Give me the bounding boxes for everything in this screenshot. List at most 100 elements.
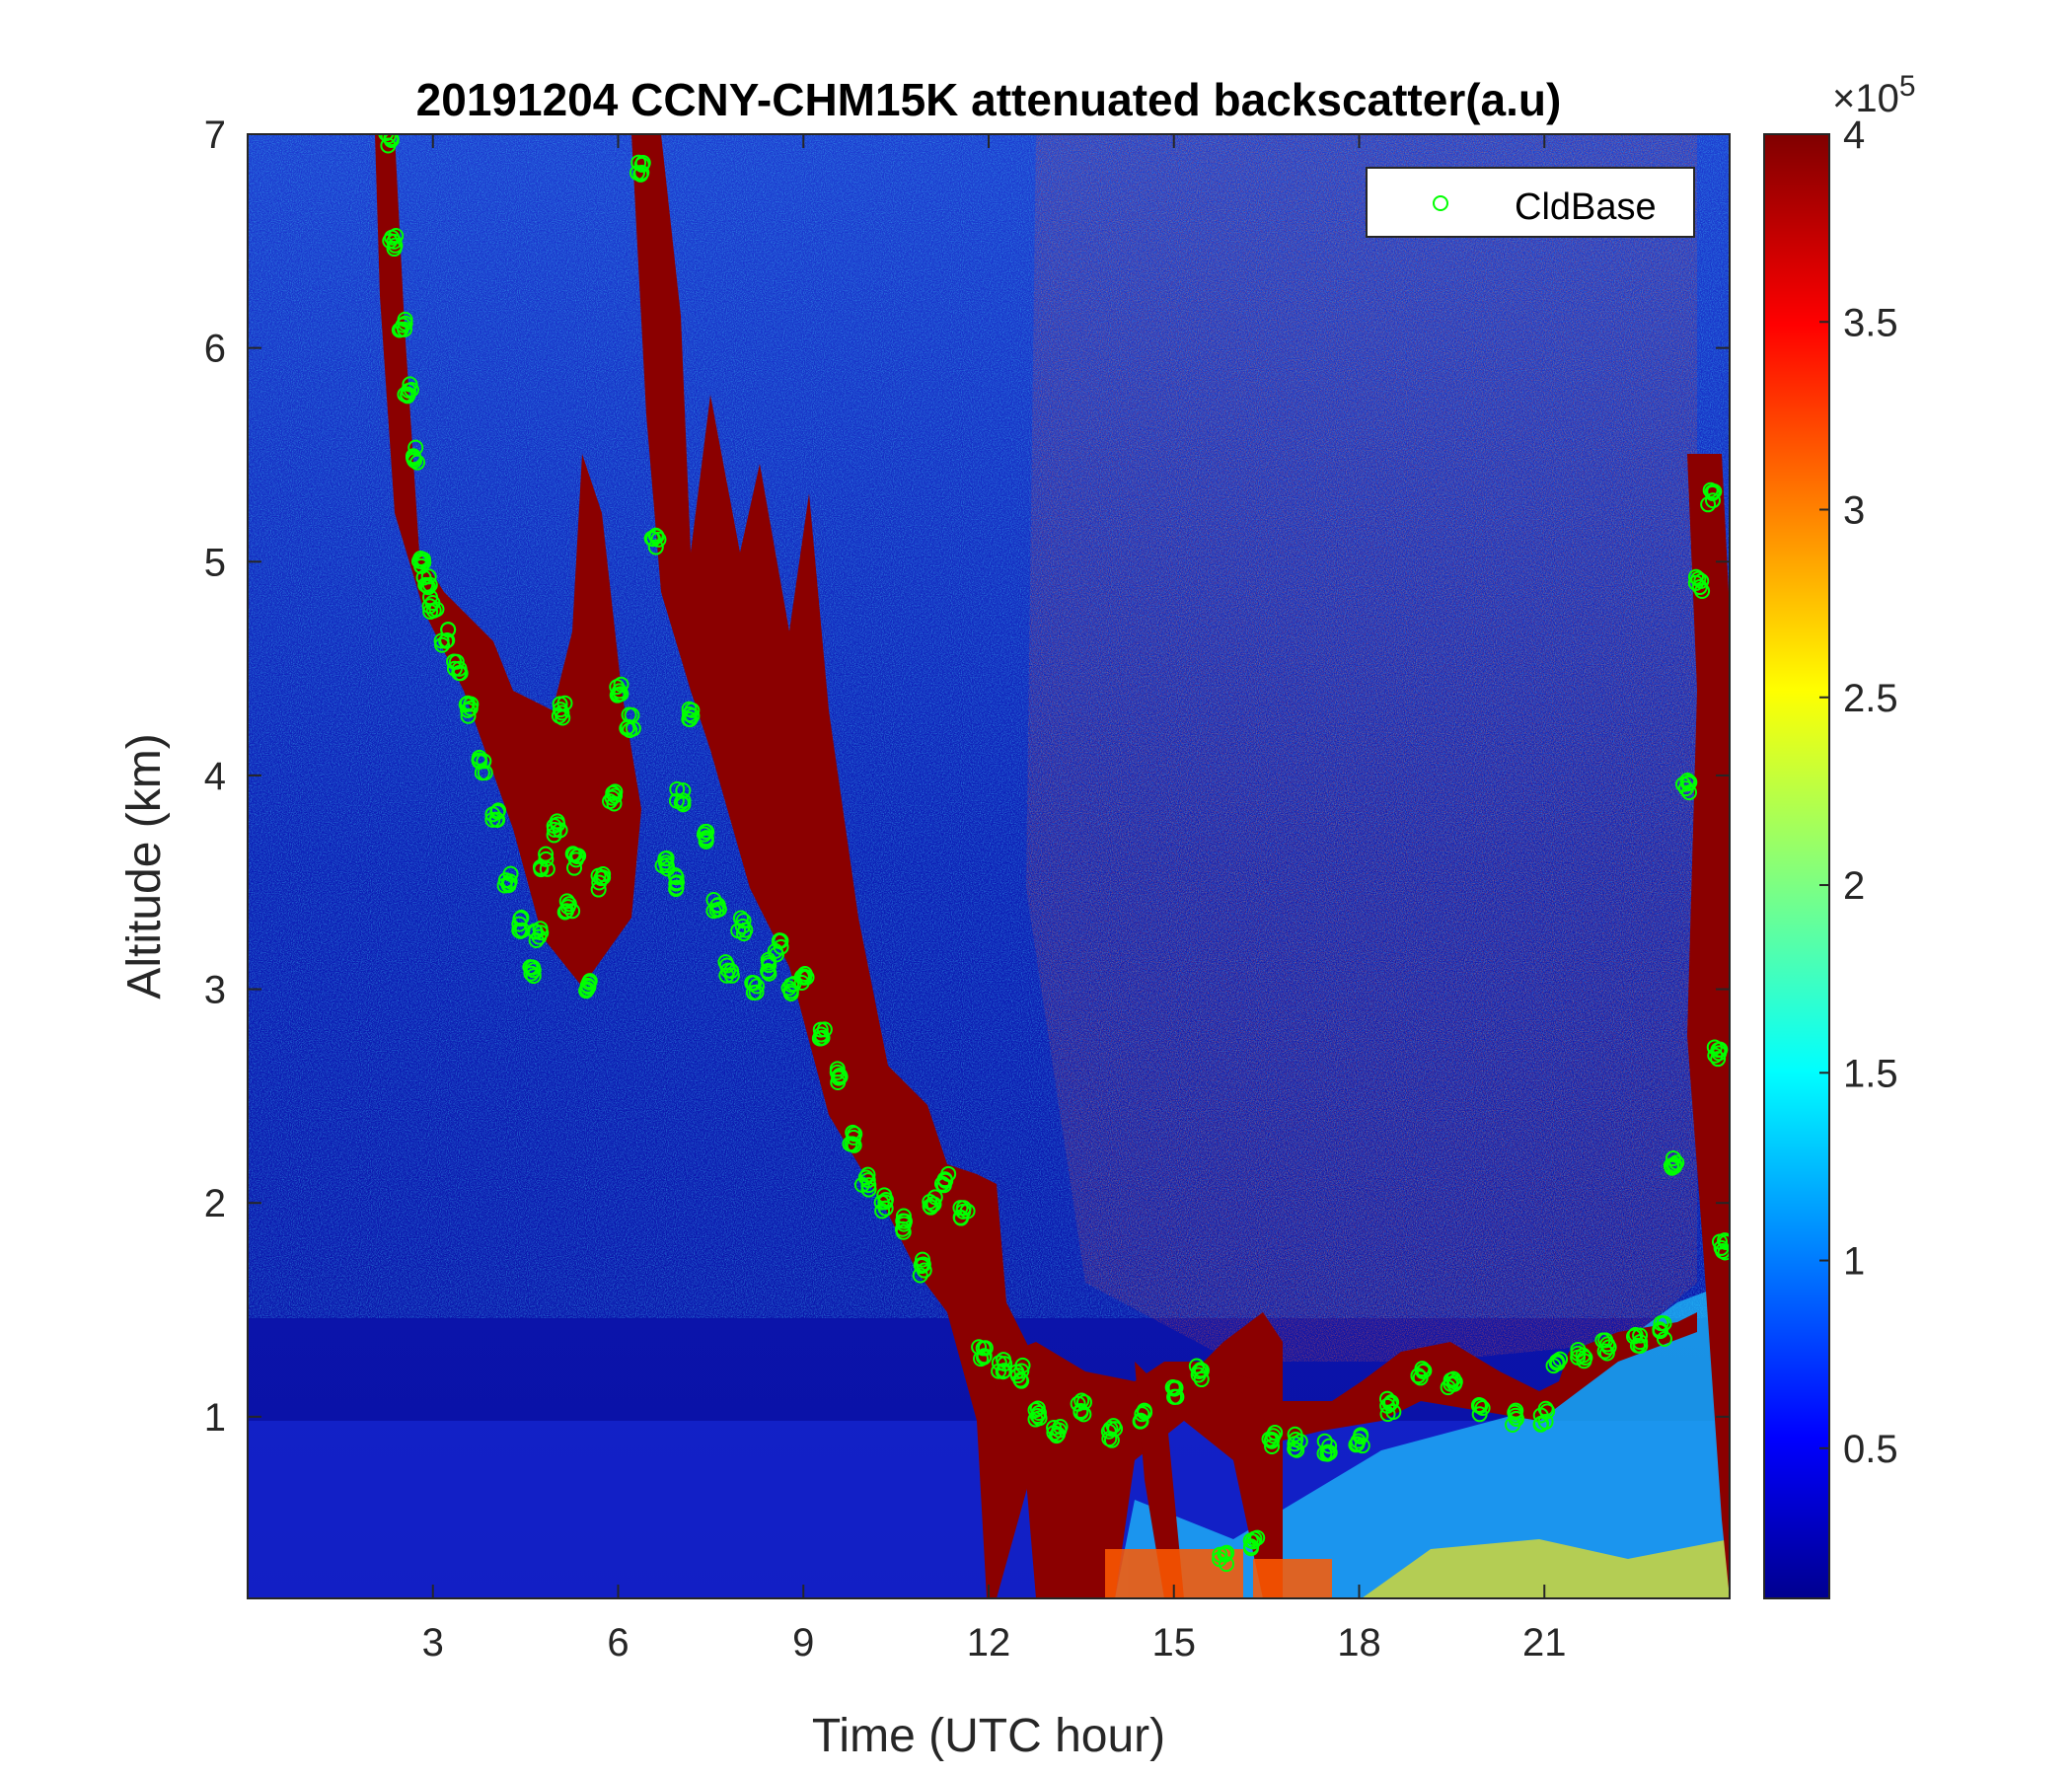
cldbase-point <box>813 1030 830 1047</box>
cldbase-point <box>1219 1544 1235 1561</box>
colorbar-exponent: ×105 <box>1832 70 1916 120</box>
cldbase-point <box>567 851 584 868</box>
legend-entry-cldbase: CldBase <box>1515 186 1657 228</box>
cldbase-point <box>684 707 701 724</box>
cldbase-point <box>609 679 626 696</box>
cloud-layer-5 <box>1687 454 1730 1598</box>
cldbase-point <box>1048 1428 1065 1444</box>
cldbase-point <box>1443 1375 1459 1392</box>
cldbase-point <box>412 551 429 567</box>
cldbase-point <box>550 816 566 833</box>
cldbase-point <box>1414 1361 1431 1377</box>
cldbase-point <box>971 1339 988 1356</box>
y-tick-label: 7 <box>204 113 226 157</box>
cldbase-point <box>619 720 635 737</box>
cldbase-point <box>380 134 397 145</box>
cldbase-point <box>705 903 722 920</box>
x-tick-label: 15 <box>1152 1621 1197 1665</box>
cldbase-point <box>783 977 800 994</box>
cldbase-point <box>894 1221 911 1237</box>
colorbar-tick-label: 0.5 <box>1843 1428 1898 1471</box>
cldbase-point <box>1652 1323 1668 1340</box>
cldbase-point <box>761 957 777 974</box>
cldbase-point <box>644 531 661 548</box>
cldbase-point <box>1598 1345 1615 1362</box>
cldbase-point <box>1704 484 1721 501</box>
cldbase-point <box>383 134 400 147</box>
cldbase-point <box>1261 1431 1278 1447</box>
colorbar-tick-label: 2.5 <box>1843 677 1898 720</box>
cldbase-point <box>1013 1363 1030 1379</box>
cldbase-point <box>1075 1406 1092 1423</box>
y-tick-label: 6 <box>204 328 226 371</box>
cldbase-point <box>1289 1442 1305 1458</box>
cldbase-point <box>1681 784 1698 801</box>
cldbase-point <box>675 792 692 809</box>
cldbase-point <box>1029 1407 1046 1424</box>
cldbase-point <box>489 812 506 829</box>
cldbase-point <box>1167 1379 1184 1396</box>
cldbase-point <box>658 850 675 866</box>
cldbase-point <box>533 925 550 941</box>
cldbase-point <box>859 1166 876 1183</box>
cloud-layer-1 <box>375 134 641 987</box>
cldbase-point <box>846 1137 862 1153</box>
cldbase-point <box>539 860 555 877</box>
cldbase-point <box>1219 1556 1235 1573</box>
cldbase-point <box>595 869 612 886</box>
cldbase-point <box>860 1177 877 1194</box>
cldbase-point <box>1134 1406 1150 1423</box>
x-tick-label: 3 <box>422 1621 444 1665</box>
cldbase-point <box>581 973 598 990</box>
cldbase-point <box>1549 1355 1566 1371</box>
cldbase-point <box>1715 1243 1730 1260</box>
cldbase-point <box>876 1187 893 1204</box>
cldbase-point <box>977 1340 994 1357</box>
cldbase-point <box>925 1196 942 1213</box>
cldbase-point <box>1629 1337 1646 1354</box>
cldbase-point <box>1383 1394 1400 1411</box>
cldbase-point <box>1664 1159 1680 1176</box>
cldbase-point <box>378 134 395 142</box>
cldbase-point <box>1505 1417 1521 1434</box>
cldbase-point <box>668 879 685 896</box>
x-tick-label: 21 <box>1522 1621 1567 1665</box>
cldbase-point <box>405 448 421 465</box>
cldbase-point <box>552 702 568 718</box>
colorbar-tick-label: 1.5 <box>1843 1052 1898 1095</box>
cldbase-point <box>746 975 763 992</box>
cldbase-point <box>667 867 684 884</box>
cldbase-point <box>1690 570 1707 587</box>
cldbase-point <box>438 632 455 649</box>
hotspot-2 <box>1253 1559 1332 1598</box>
cldbase-point <box>847 1126 863 1143</box>
cldbase-point <box>681 701 698 717</box>
colorbar-tick-label: 3.5 <box>1843 301 1898 344</box>
cldbase-point <box>1075 1394 1092 1411</box>
cldbase-point <box>460 702 477 718</box>
cldbase-point <box>761 965 777 982</box>
cldbase-point <box>1046 1420 1063 1437</box>
legend: CldBase <box>1366 167 1695 238</box>
cldbase-point <box>511 916 528 932</box>
cldbase-point <box>401 382 417 399</box>
cldbase-point <box>1665 1149 1681 1166</box>
cldbase-point <box>857 1169 874 1186</box>
x-tick-label: 6 <box>607 1621 629 1665</box>
cldbase-point <box>556 904 573 921</box>
cldbase-point <box>1265 1428 1282 1444</box>
cldbase-series <box>378 134 1730 1573</box>
cldbase-point <box>396 321 412 337</box>
cldbase-point <box>698 830 714 847</box>
cldbase-point <box>633 164 650 181</box>
cldbase-point <box>723 963 740 980</box>
cldbase-point <box>737 922 754 938</box>
cldbase-point <box>604 789 621 806</box>
heatmap-daylight-noise <box>1026 134 1697 1362</box>
cldbase-point <box>1718 1234 1730 1251</box>
cldbase-point <box>1136 1402 1152 1419</box>
cldbase-point <box>844 1136 860 1152</box>
cldbase-point <box>940 1165 957 1182</box>
cldbase-point <box>391 322 407 338</box>
